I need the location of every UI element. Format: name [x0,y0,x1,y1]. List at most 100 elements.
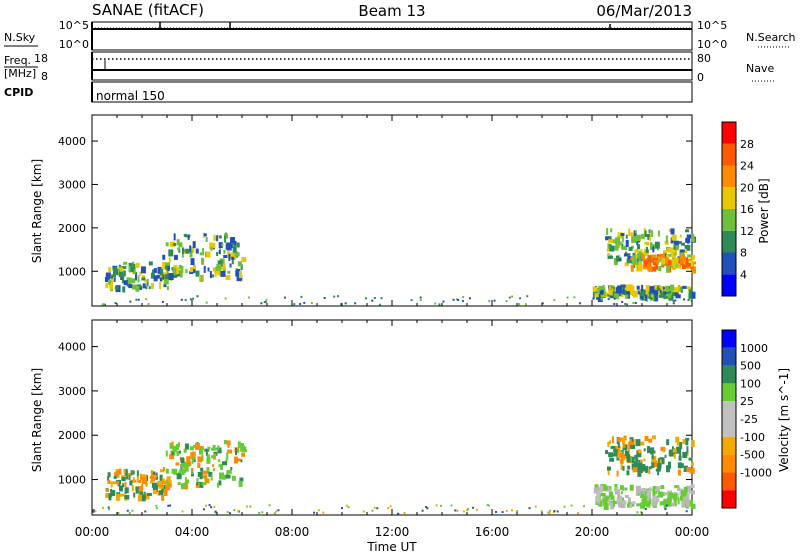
echo-cell [221,474,226,480]
echo-cell [191,457,194,464]
echo-cell [165,242,169,247]
echo-cell [636,491,639,495]
echo-cell [649,296,652,299]
echo-cell [607,468,610,476]
echo-cell [426,507,429,510]
echo-cell [639,292,645,297]
echo-cell [648,233,651,241]
echo-cell [651,462,655,469]
echo-cell [620,462,623,470]
echo-cell [164,480,167,486]
echo-cell [635,485,641,493]
echo-cell [123,261,128,265]
echo-cell [205,251,211,258]
echo-cell [613,499,616,507]
echo-cell [344,302,347,305]
echo-cell [616,255,620,262]
echo-cell [180,470,185,475]
echo-cell [123,270,126,277]
colorbar-segment [722,365,736,384]
echo-cell [132,267,136,275]
echo-cell [573,296,576,299]
y-tick-label: 4000 [58,135,86,148]
echo-cell [663,501,667,509]
echo-cell [181,510,184,513]
echo-cell [563,505,566,508]
echo-cell [685,510,688,513]
echo-cell [233,456,238,464]
nave-tick-top: 80 [697,52,711,65]
echo-cell [151,471,156,476]
echo-cell [665,235,668,243]
echo-cell [651,294,654,300]
echo-cell [610,228,613,233]
echo-cell [685,237,691,243]
echo-cell [177,247,181,251]
echo-cell [347,506,350,509]
echo-cell [456,509,459,512]
echo-cell [644,507,647,510]
echo-cell [200,467,204,472]
echo-cell [201,482,207,486]
echo-cell [684,264,690,268]
echo-cell [685,439,689,446]
echo-cell [153,482,159,490]
echo-cell [668,461,672,469]
echo-cell [599,290,605,295]
echo-cell [101,506,104,509]
echo-cell [211,243,216,249]
echo-cell [614,487,617,495]
echo-cell [220,270,226,277]
echo-cell [475,508,478,511]
echo-cell [667,260,672,266]
echo-cell [102,303,105,306]
echo-cell [597,295,603,303]
echo-cell [680,242,685,246]
echo-cell [212,267,218,272]
echo-cell [578,302,581,305]
echo-cell [217,270,222,276]
colorbar-segment [722,436,736,455]
echo-cell [230,466,233,470]
echo-cell [675,436,680,443]
echo-cell [184,299,187,302]
echo-cell [603,498,608,505]
echo-cell [685,499,691,507]
echo-cell [686,258,692,262]
echo-cell [666,296,669,299]
colorbar-segment [722,165,736,188]
echo-cell [511,295,514,298]
echo-cell [686,286,691,290]
echo-cell [648,258,652,262]
echo-cell [107,479,111,484]
echo-cell [615,487,619,493]
echo-cell [652,262,657,266]
echo-cell [667,248,671,253]
echo-cell [216,235,219,242]
echo-cell [168,273,174,281]
echo-cell [162,254,166,260]
echo-cell [625,291,631,295]
echo-cell [261,511,264,514]
echo-cell [224,297,227,300]
echo-cell [633,230,637,238]
x-tick-label: 00:00 [675,525,710,539]
echo-cell [608,440,611,445]
echo-cell [664,454,667,458]
nsearch-tick-top: 10^5 [697,19,727,32]
echo-cell [613,293,619,300]
echo-cell [141,277,146,281]
echo-cell [661,501,664,506]
echo-cell [128,512,131,515]
echo-cell [171,441,174,449]
echo-cell [101,303,104,306]
echo-cell [681,263,686,269]
echo-cell [128,262,133,270]
echo-cell [624,286,628,290]
echo-cell [237,510,240,513]
echo-cell [169,442,174,449]
echo-cell [687,240,690,244]
echo-cell [632,467,638,473]
echo-cell [111,275,114,280]
echo-cell [237,269,241,274]
